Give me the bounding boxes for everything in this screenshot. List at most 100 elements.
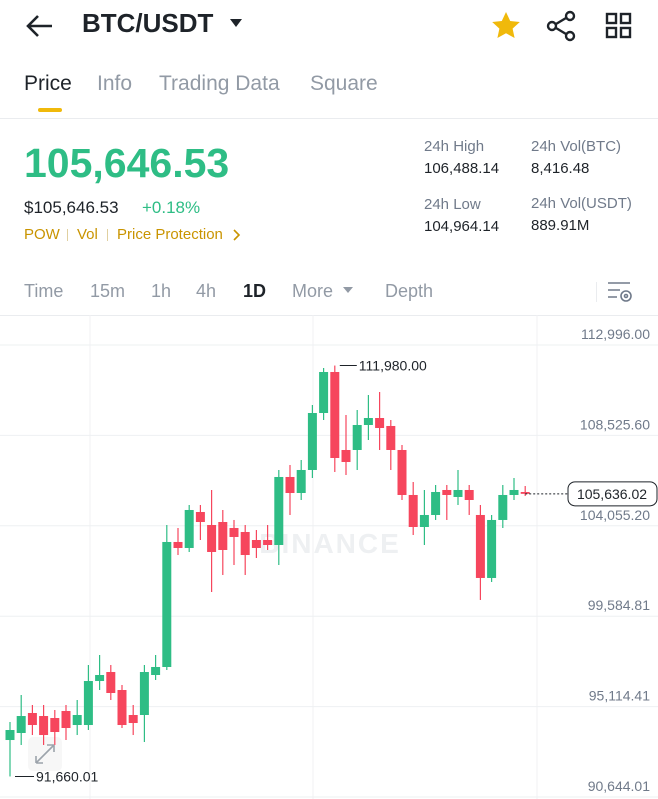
candle-body [195,511,205,523]
candle-body [419,514,429,527]
candle-body [487,519,497,578]
stat-value: 104,964.14 [424,218,500,235]
stat-label: 24h High [424,138,485,155]
tab[interactable]: Price [24,72,72,95]
candle-body [240,531,250,556]
candle-body [61,710,71,729]
candle-body [296,469,306,494]
expand-button[interactable] [28,737,62,771]
candle-body [139,672,149,716]
high-marker-label: 111,980.00 [359,358,427,374]
tag[interactable]: POW [24,226,60,243]
interval[interactable]: Depth [385,281,434,301]
stat-label: 24h Low [424,196,481,213]
interval[interactable]: 1h [151,281,172,301]
tag[interactable]: Price Protection [117,226,223,243]
candle-body [431,491,441,515]
candle-body [330,371,340,459]
back-button[interactable] [24,12,56,40]
more-dropdown [343,287,353,293]
candle-body [162,541,172,667]
candle-body [285,476,295,494]
tab-indicator [38,108,62,112]
candle-body [274,476,284,545]
last-price: 105,646.53 [24,140,230,186]
tab[interactable]: Square [310,72,378,95]
candle-body [251,539,261,548]
divider [0,315,658,316]
candle-body [106,672,116,693]
candle-body [386,425,396,450]
candle-body [307,413,317,470]
candle-body [173,541,183,548]
candle-body [83,681,93,726]
candle-body [464,489,474,501]
candle-body [352,424,362,450]
candlestick-chart: BINANCE 112,996.00108,525.60104,055.2099… [0,315,658,799]
candle-body [229,527,239,537]
share-icon[interactable] [546,10,578,42]
y-tick-label: 95,114.41 [589,688,650,704]
candle-body [95,675,105,682]
candle-body [397,449,407,495]
candle-body [117,690,127,726]
interval[interactable]: 4h [196,281,217,301]
candle-body [498,494,508,520]
stat-value: 889.91M [531,217,590,234]
interval[interactable]: 1D [243,281,267,301]
usd-price: $105,646.53 [24,198,119,217]
candle-body [184,509,194,548]
candle-body [375,418,385,429]
chevron [233,229,241,241]
stat-label: 24h Vol(BTC) [531,138,622,155]
pair-title[interactable]: BTC/USDT [82,8,214,38]
candle-body [263,539,273,545]
candle-body [128,715,138,724]
candle-body [408,494,418,527]
candle-body [16,716,26,733]
y-tick-label: 99,584.81 [588,597,650,613]
y-tick-label: 90,644.01 [588,778,650,794]
low-marker-label: 91,660.01 [36,768,98,784]
separator [107,229,108,241]
y-tick-label: 112,996.00 [581,326,650,342]
chart-settings[interactable] [606,280,634,304]
candle-body [72,715,82,726]
candle-body [39,716,49,736]
candle-body [453,489,463,497]
interval[interactable]: More [292,281,334,301]
last-price-label: 105,636.02 [577,486,647,502]
tab[interactable]: Trading Data [159,72,280,95]
tag[interactable]: Vol [77,226,98,243]
candle-body [319,371,329,414]
candle-body [442,489,452,495]
grid-icon[interactable] [605,12,633,40]
separator [596,282,597,302]
candle-body [207,524,217,552]
stat-value: 8,416.48 [531,160,590,177]
stat-label: 24h Vol(USDT) [531,195,632,212]
last-price-box [567,481,658,507]
tab[interactable]: Info [97,72,133,95]
favorite-star[interactable] [490,10,522,40]
candle-body [5,730,15,741]
candle-body [27,712,37,726]
candle-body [218,522,228,550]
pair-dropdown[interactable] [229,18,243,28]
price-change: +0.18% [142,198,201,217]
candle-body [50,718,60,733]
candle-body [341,449,351,463]
y-tick-label: 104,055.20 [580,507,650,523]
interval[interactable]: Time [24,281,64,301]
candle-body [151,666,161,676]
candle-body [475,514,485,578]
interval[interactable]: 15m [90,281,126,301]
stat-value: 106,488.14 [424,160,500,177]
candle-body [520,491,530,494]
candle-body [363,418,373,425]
candle-body [509,489,519,495]
divider [0,118,658,119]
separator [67,229,68,241]
y-tick-label: 108,525.60 [580,416,650,432]
